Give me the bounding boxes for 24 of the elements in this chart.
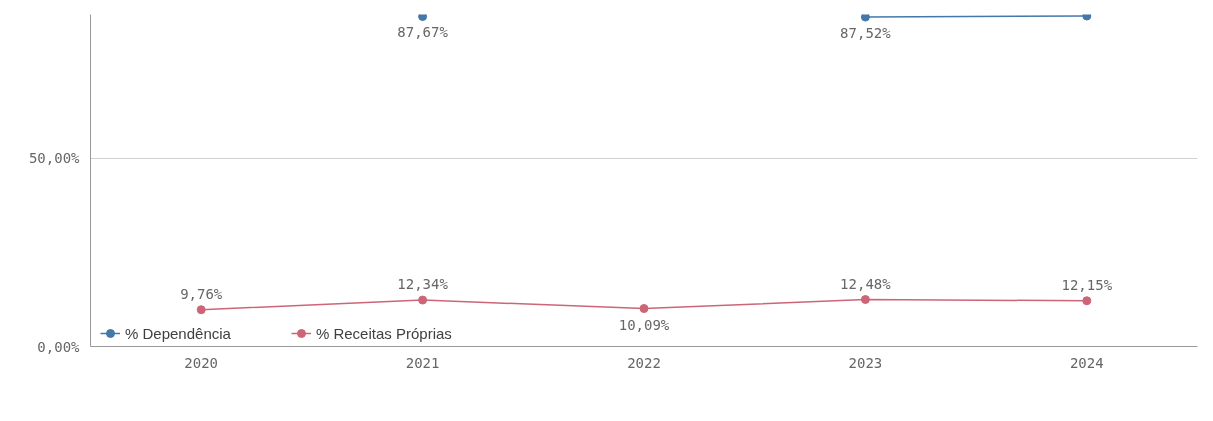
- point: [860, 295, 870, 305]
- point: [418, 295, 428, 305]
- point: [1082, 14, 1092, 21]
- data-label: 87,52%: [840, 25, 892, 42]
- x-tick-label: 2023: [848, 354, 883, 371]
- data-label: 12,15%: [1061, 276, 1113, 293]
- y-tick-label: 50,00%: [28, 150, 81, 167]
- data-label: 12,48%: [840, 275, 892, 292]
- x-tick-label: 2022: [627, 354, 661, 371]
- x-tick-label: 2020: [184, 354, 219, 371]
- legend-label: % Receitas Próprias: [315, 324, 452, 342]
- data-label: 87,67%: [397, 24, 449, 41]
- point: [418, 14, 428, 21]
- point: [860, 14, 870, 22]
- point: [1082, 296, 1092, 306]
- legend-label: % Dependência: [125, 324, 231, 342]
- data-label: 10,09%: [618, 316, 670, 333]
- x-tick-label: 2024: [1069, 354, 1104, 371]
- point: [196, 305, 206, 315]
- point: [639, 304, 649, 314]
- y-tick-label: 0,00%: [37, 338, 81, 355]
- data-label: 12,34%: [397, 276, 449, 293]
- data-label: 9,76%: [180, 285, 223, 302]
- x-tick-label: 2021: [405, 354, 440, 371]
